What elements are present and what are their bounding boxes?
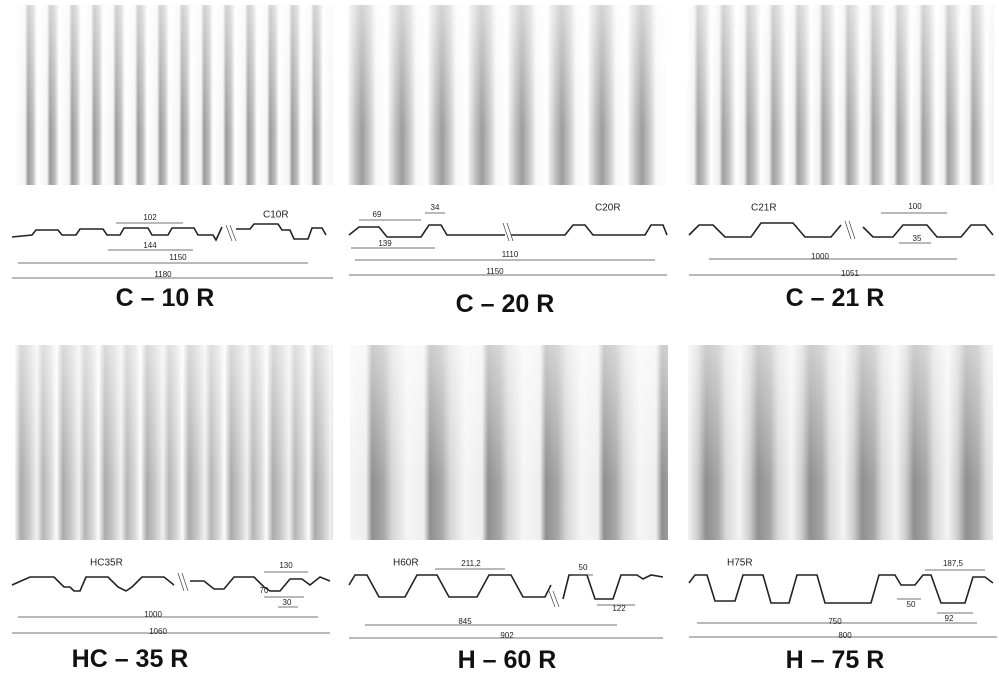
profile-name: C – 10 R xyxy=(115,284,215,312)
dimension: 35 xyxy=(913,234,922,243)
profile-drawing: H60R 211,2 50 122 845 902 xyxy=(348,558,664,640)
dimension: 70 xyxy=(260,586,269,595)
dimension: 902 xyxy=(500,631,514,640)
profile-name: C – 20 R xyxy=(455,290,555,318)
profile-code: C20R xyxy=(595,203,621,214)
profile-code: H60R xyxy=(393,558,419,569)
dimension: 1110 xyxy=(502,250,519,259)
profile-name: HC – 35 R xyxy=(71,645,189,673)
profile-name: H – 60 R xyxy=(457,646,557,674)
dimension: 211,2 xyxy=(461,559,481,568)
dimension: 845 xyxy=(458,617,472,626)
sheet-photo xyxy=(686,5,994,185)
profile-drawing: C21R 100 35 1000 1051 xyxy=(688,202,995,278)
dimension: 750 xyxy=(828,617,842,626)
dimension: 130 xyxy=(279,561,293,570)
dimension: 100 xyxy=(908,202,922,211)
profile-name: C – 21 R xyxy=(785,284,885,312)
dimension: 102 xyxy=(143,213,157,222)
sheet-photo xyxy=(350,345,668,540)
profile-code: HC35R xyxy=(90,558,123,569)
dimension: 800 xyxy=(838,631,852,640)
sheet-photo xyxy=(15,5,333,185)
sheet-photo xyxy=(688,345,993,540)
dimension: 139 xyxy=(378,239,392,248)
profile-code: C21R xyxy=(751,203,777,214)
dimension: 1180 xyxy=(154,270,172,279)
profile-code: C10R xyxy=(263,210,289,221)
dimension: 144 xyxy=(143,241,157,250)
profile-name: H – 75 R xyxy=(785,646,885,674)
dimension: 187,5 xyxy=(943,559,964,568)
dimension: 1150 xyxy=(169,253,187,262)
dimension: 50 xyxy=(579,563,588,572)
dimension: 1051 xyxy=(841,269,859,278)
dimension: 69 xyxy=(373,210,382,219)
dimension: 122 xyxy=(612,604,626,613)
dimension: 1000 xyxy=(811,252,829,261)
profile-drawing: C10R 102 144 1150 1180 xyxy=(11,210,333,279)
dimension: 50 xyxy=(907,600,916,609)
profile-drawing: C20R 69 34 139 1110 1150 xyxy=(348,203,668,276)
dimension: 92 xyxy=(945,614,954,623)
profile-drawing: HC35R 130 70 30 1000 1060 xyxy=(11,558,331,636)
profile-code: H75R xyxy=(727,558,753,569)
dimension: 34 xyxy=(431,203,440,212)
dimension: 1150 xyxy=(486,267,504,276)
dimension: 30 xyxy=(283,598,292,607)
dimension: 1000 xyxy=(144,610,162,619)
sheet-photo xyxy=(15,345,333,540)
sheet-photo xyxy=(348,5,668,185)
dimension: 1060 xyxy=(149,627,167,636)
profile-drawing: H75R 187,5 50 92 750 800 xyxy=(688,558,997,640)
